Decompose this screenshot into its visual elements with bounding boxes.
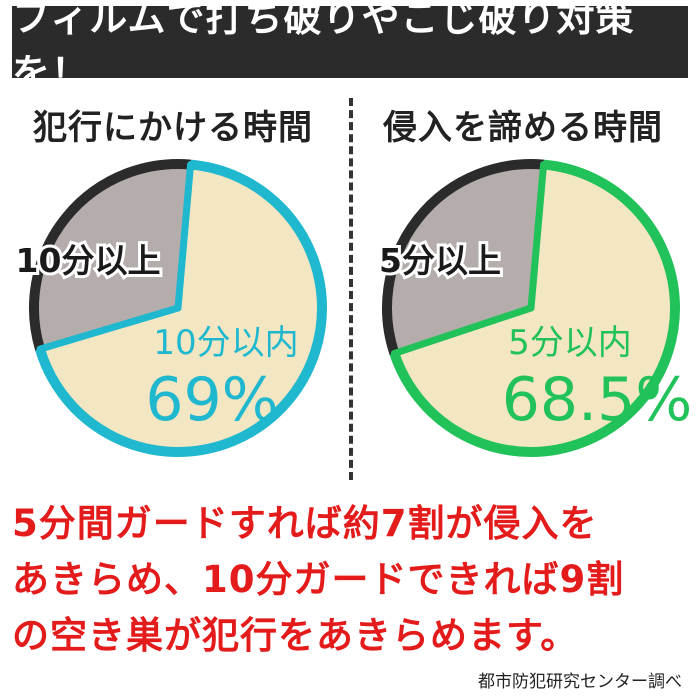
slice-value-1-1: 69%	[145, 365, 278, 435]
summary-line-3: の空き巣が犯行をあきらめます。	[12, 614, 579, 657]
banner-title: フィルムで打ち破りやこじ破り対策を！	[12, 0, 688, 95]
pie-spoke-1-1	[174, 161, 195, 312]
pie-slice-2-1	[394, 164, 675, 452]
chart-title-left: 犯行にかける時間	[33, 108, 313, 148]
summary-message: 5分間ガードすれば約7割が侵入を あきらめ、10分ガードできれば9割 の空き巣が…	[12, 496, 692, 664]
pie-rim-2-1	[389, 159, 680, 457]
pie-rim-1-1	[35, 159, 327, 457]
chart-title-right: 侵入を諦める時間	[383, 108, 663, 148]
source-note: 都市防犯研究センター調べ	[478, 672, 682, 692]
pie-rim-1-2	[29, 159, 191, 351]
summary-line-2: あきらめ、10分ガードできれば9割	[12, 558, 625, 601]
dashed-divider	[349, 98, 353, 480]
pie-spoke-2-2	[390, 304, 535, 357]
pie-spoke-1-2	[36, 304, 182, 353]
slice-label-1-2: 10分以上	[16, 241, 161, 280]
slice-value-2-1: 68.5%	[502, 365, 693, 435]
pie-spoke-2-1	[527, 161, 548, 312]
slice-label-1-1: 10分以内	[153, 323, 298, 363]
slice-label-2-1: 5分以内	[508, 323, 632, 363]
summary-line-1: 5分間ガードすれば約7割が侵入を	[12, 502, 598, 545]
slice-label-2-2: 5分以上	[379, 241, 501, 280]
pie-rim-2-2	[382, 159, 544, 356]
